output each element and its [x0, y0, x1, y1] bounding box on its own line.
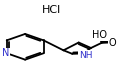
Text: NH: NH	[79, 51, 92, 60]
Text: HCl: HCl	[42, 5, 61, 15]
Text: N: N	[2, 48, 10, 58]
Text: O: O	[108, 38, 116, 48]
Text: HO: HO	[92, 30, 107, 40]
